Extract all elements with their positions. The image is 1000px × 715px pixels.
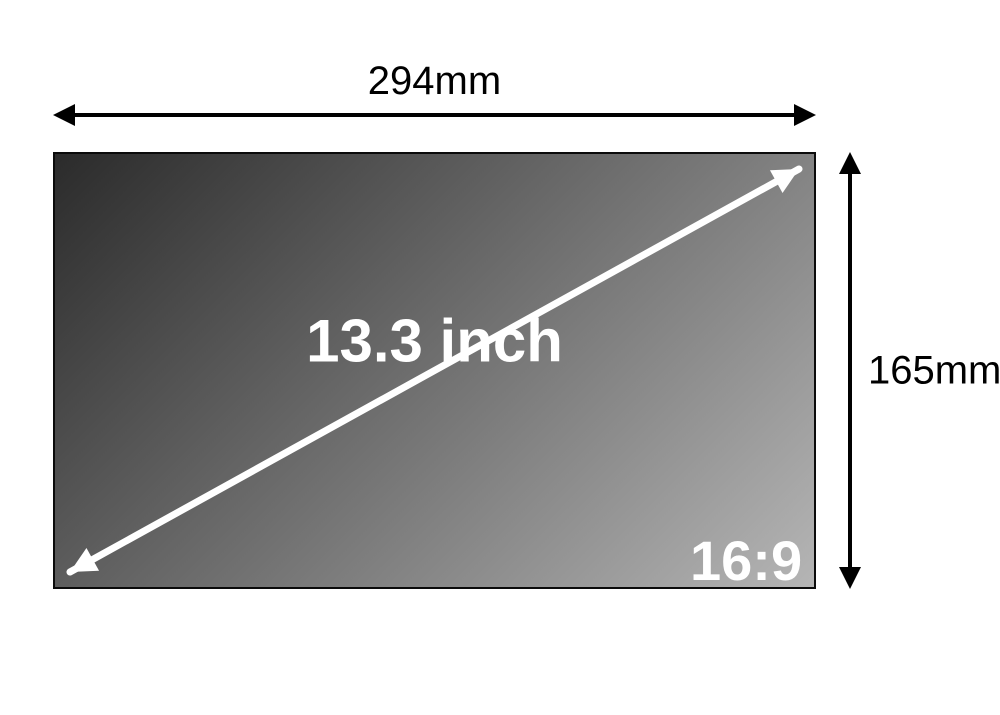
height-dimension-label: 165mm bbox=[868, 348, 1000, 393]
diagonal-size-label: 13.3 inch bbox=[306, 306, 563, 375]
width-dimension-label: 294mm bbox=[368, 59, 501, 104]
aspect-ratio-label: 16:9 bbox=[690, 528, 802, 593]
diagram-canvas: 294mm 165mm 13.3 inch 16:9 bbox=[0, 0, 1000, 715]
